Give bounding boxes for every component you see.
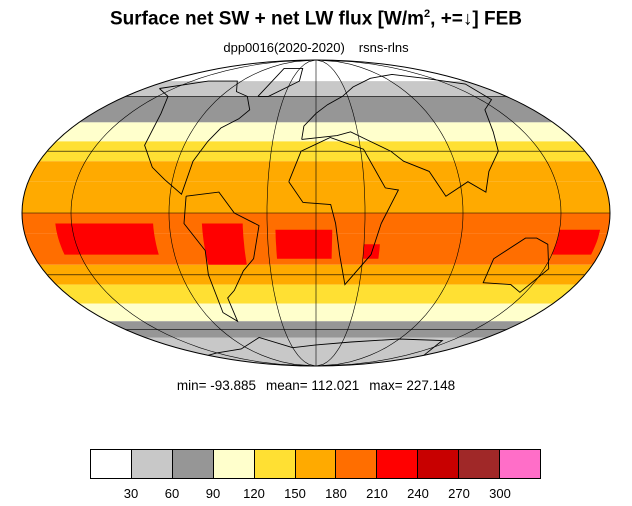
flux-hotspot-east-pacific xyxy=(55,223,159,255)
map-title: Surface net SW + net LW flux [W/m2, +=↓]… xyxy=(0,8,632,30)
colorbar-tick-60: 60 xyxy=(164,486,180,501)
colorbar-tick-210: 210 xyxy=(366,486,388,501)
colorbar xyxy=(90,449,541,479)
flux-hotspot-mozambique xyxy=(362,244,380,259)
colorbar-tick-120: 120 xyxy=(243,486,265,501)
map-title-tail: , +=↓] FEB xyxy=(430,8,523,30)
map-border xyxy=(21,59,611,367)
colorbar-swatch-6 xyxy=(336,450,378,478)
colorbar-tick-270: 270 xyxy=(448,486,470,501)
stats-line: min= -93.885 mean= 112.021 max= 227.148 xyxy=(0,378,632,393)
colorbar-swatch-9 xyxy=(459,450,501,478)
south-america-coastline xyxy=(183,191,260,323)
colorbar-swatch-4 xyxy=(254,450,296,478)
stat-min: min= -93.885 xyxy=(176,378,257,393)
colorbar-swatch-7 xyxy=(377,450,419,478)
flux-hotspot-south-atlantic xyxy=(275,229,333,259)
map-subtitle: dpp0016(2020-2020) rsns-rlns xyxy=(0,40,632,55)
experiment-label: dpp0016(2020-2020) xyxy=(223,40,345,55)
colorbar-swatch-3 xyxy=(213,450,255,478)
map-title-superscript: 2 xyxy=(424,8,431,20)
flux-hotspot-west-pacific xyxy=(551,229,601,255)
stat-max: max= 227.148 xyxy=(369,378,456,393)
colorbar-tick-240: 240 xyxy=(407,486,429,501)
colorbar-swatch-2 xyxy=(172,450,214,478)
australia-coastline xyxy=(482,237,550,293)
variable-label: rsns-rlns xyxy=(358,40,409,55)
antarctica-coastline xyxy=(208,337,444,356)
africa-coastline xyxy=(288,137,400,286)
colorbar-swatch-0 xyxy=(91,450,132,478)
colorbar-swatch-1 xyxy=(131,450,173,478)
flux-hotspot-south-america xyxy=(201,223,247,265)
colorbar-swatch-5 xyxy=(295,450,337,478)
colorbar-swatch-10 xyxy=(500,450,540,478)
colorbar-tick-180: 180 xyxy=(325,486,347,501)
north-america-coastline xyxy=(144,80,251,195)
colorbar-tick-90: 90 xyxy=(205,486,221,501)
stat-mean: mean= 112.021 xyxy=(266,378,360,393)
colorbar-swatch-8 xyxy=(418,450,460,478)
colorbar-tick-150: 150 xyxy=(284,486,306,501)
colorbar-tick-30: 30 xyxy=(123,486,139,501)
colorbar-tick-300: 300 xyxy=(489,486,511,501)
map-title-main: Surface net SW + net LW flux [W/m xyxy=(109,8,425,30)
